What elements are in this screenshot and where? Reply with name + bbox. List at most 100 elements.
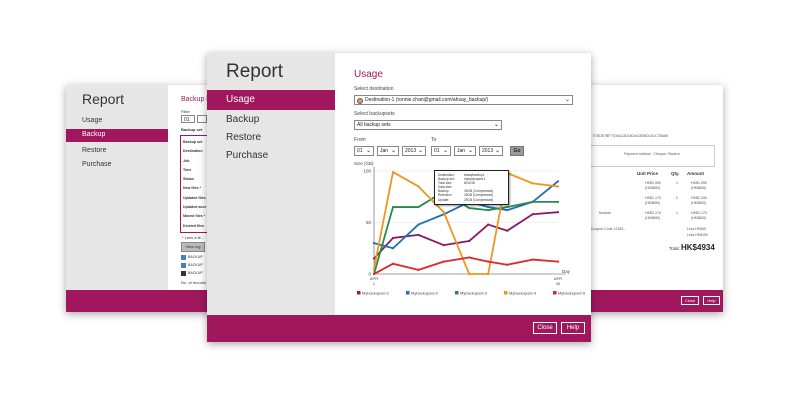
purchase-window-footer [585, 290, 723, 312]
data-point [417, 268, 420, 271]
from-year-value: 2013 [405, 148, 417, 154]
data-point [442, 260, 445, 263]
to-day-select[interactable]: 01 ⌄ [431, 146, 451, 156]
sidebar-item-usage[interactable]: Usage [207, 90, 335, 110]
list-item[interactable]: BACKUP [181, 269, 203, 277]
data-point [556, 200, 560, 203]
usage-window: Report Usage Backup Restore Purchase Usa… [207, 53, 591, 342]
from-month-value: Jan [380, 148, 389, 154]
data-point [487, 209, 490, 212]
sidebar-item-label: Restore [82, 147, 107, 154]
total-label: Total: [669, 246, 680, 251]
table-cell-amount-sub: (HK$650) [691, 216, 707, 220]
chevron-down-icon: ⌄ [494, 148, 500, 154]
help-button[interactable]: Help [703, 296, 720, 305]
tooltip-value: ahsaybackup1 [464, 173, 485, 177]
data-point [442, 211, 445, 214]
sidebar-item-label: Purchase [82, 161, 112, 168]
page-title: Usage [354, 69, 383, 80]
sidebar-item-label: Usage [82, 117, 103, 124]
data-point [506, 263, 509, 266]
data-point [417, 233, 420, 236]
tooltip-value: mybackupset-1 [464, 177, 486, 182]
close-button[interactable]: Close [681, 296, 699, 305]
y-tick-label: 50 [366, 220, 372, 225]
table-cell-price-sub: (HK$650) [645, 201, 661, 205]
col-unit-price: Unit Price [637, 171, 659, 176]
sidebar-item-label: Backup [82, 131, 106, 138]
invoice-rows: HK$1,950 (HK$650) 1 HK$1,950 (HK$650) HK$1,17… [585, 181, 723, 226]
data-point [391, 170, 395, 174]
sidebar-item-usage[interactable]: Usage [66, 115, 168, 130]
data-point [468, 239, 471, 243]
sidebar-item-restore[interactable]: Restore [66, 145, 168, 158]
chevron-down-icon: ⌄ [390, 148, 396, 154]
data-point [531, 182, 534, 185]
table-cell-amount-sub: (HK$650) [691, 186, 707, 190]
chevron-down-icon: ⌄ [467, 148, 473, 154]
sidebar-item-purchase[interactable]: Purchase [207, 146, 335, 166]
detail-label: Destination [183, 149, 203, 154]
detail-labels: Backup set Destination Job Time Status New fi… [183, 138, 207, 231]
backupsets-select[interactable]: All backup sets ⌄ [354, 120, 502, 130]
table-row: HK$1,170 (HK$650) 2 HK$2,340 (HK$650) [585, 196, 723, 211]
backup-file-icon [181, 262, 186, 268]
x-tick-label: APR [554, 276, 562, 281]
list-item-label: BACKUP [188, 271, 203, 275]
data-point [391, 205, 395, 209]
series-line-mybackupset-1 [373, 211, 559, 260]
x-tick-label: 1 [373, 281, 376, 286]
legend-label: Mybackupset-2 [411, 290, 439, 295]
list-item[interactable]: BACKUP [181, 253, 203, 261]
tooltip-key: Update: [438, 197, 450, 202]
list-item[interactable]: BACKUP [181, 261, 203, 269]
go-button[interactable]: Go [510, 146, 524, 156]
backup-list: BACKUP BACKUP BACKUP [181, 253, 203, 277]
destination-icon [357, 97, 363, 104]
x-axis-label: Day [562, 269, 571, 274]
table-cell-price: HK$1,170 [645, 196, 661, 200]
detail-label: Status [183, 177, 194, 182]
tooltip-key: Destination: [438, 173, 455, 177]
x-tick-label: APR [370, 276, 378, 281]
data-point [531, 213, 534, 216]
data-point [468, 206, 471, 210]
sidebar-item-purchase[interactable]: Purchase [66, 159, 168, 172]
tooltip-key: Backup set: [438, 177, 455, 182]
coupon-text: Coupon Code 12345 - [591, 227, 626, 231]
close-button[interactable]: Close [533, 322, 557, 334]
tooltip-row: Backup set: mybackupset-1 [438, 177, 506, 181]
to-month-select[interactable]: Jan ⌄ [454, 146, 476, 156]
from-year-select[interactable]: 2013 ⌄ [402, 146, 426, 156]
help-button[interactable]: Help [561, 322, 585, 334]
detail-table: Backup set Destination Job Time Status New fi… [180, 135, 210, 233]
list-item-label: BACKUP [188, 263, 203, 267]
sidebar-item-backup[interactable]: Backup [207, 110, 335, 130]
to-day-value: 01 [434, 148, 440, 154]
sidebar-item-backup[interactable]: Backup [66, 129, 168, 142]
filter-select[interactable]: 01 [181, 115, 195, 123]
from-day-select[interactable]: 01 ⌄ [354, 146, 374, 156]
table-row: HK$1,170 (HK$650) 1 HK$1,170 (HK$650) Module [585, 211, 723, 226]
usage-window-footer [207, 315, 591, 342]
data-point [556, 185, 560, 188]
legend-swatch [553, 291, 557, 295]
destination-select[interactable]: Destination-1 (ronnie.chan@gmail.com/ahs… [354, 95, 573, 105]
record-count: No. of records [181, 280, 207, 285]
tooltip-lines: Destination: ahsaybackup1 Backup set: mybac… [438, 173, 506, 202]
to-year-value: 2013 [482, 148, 494, 154]
view-log-button[interactable]: View log [181, 242, 205, 252]
sidebar-item-restore[interactable]: Restore [207, 128, 335, 148]
sidebar: Report Usage Backup Restore Purchase [207, 53, 335, 342]
legend-label: Mybackupset-3 [460, 290, 488, 295]
table-cell-price-sub: (HK$650) [645, 216, 661, 220]
sidebar-report-title: Report [82, 91, 125, 107]
invoice-ref: E75DE7BF77D6A13D18C641E56DC61C7BA8E [593, 134, 669, 138]
filter-select-2[interactable] [197, 115, 207, 123]
to-year-select[interactable]: 2013 ⌄ [479, 146, 503, 156]
data-point [487, 205, 490, 209]
detail-label: Deleted files [183, 223, 205, 228]
from-month-select[interactable]: Jan ⌄ [377, 146, 399, 156]
table-cell-amount: HK$2,340 [691, 196, 707, 200]
chart-tooltip: Destination: ahsaybackup1 Backup set: mybac… [434, 170, 509, 205]
